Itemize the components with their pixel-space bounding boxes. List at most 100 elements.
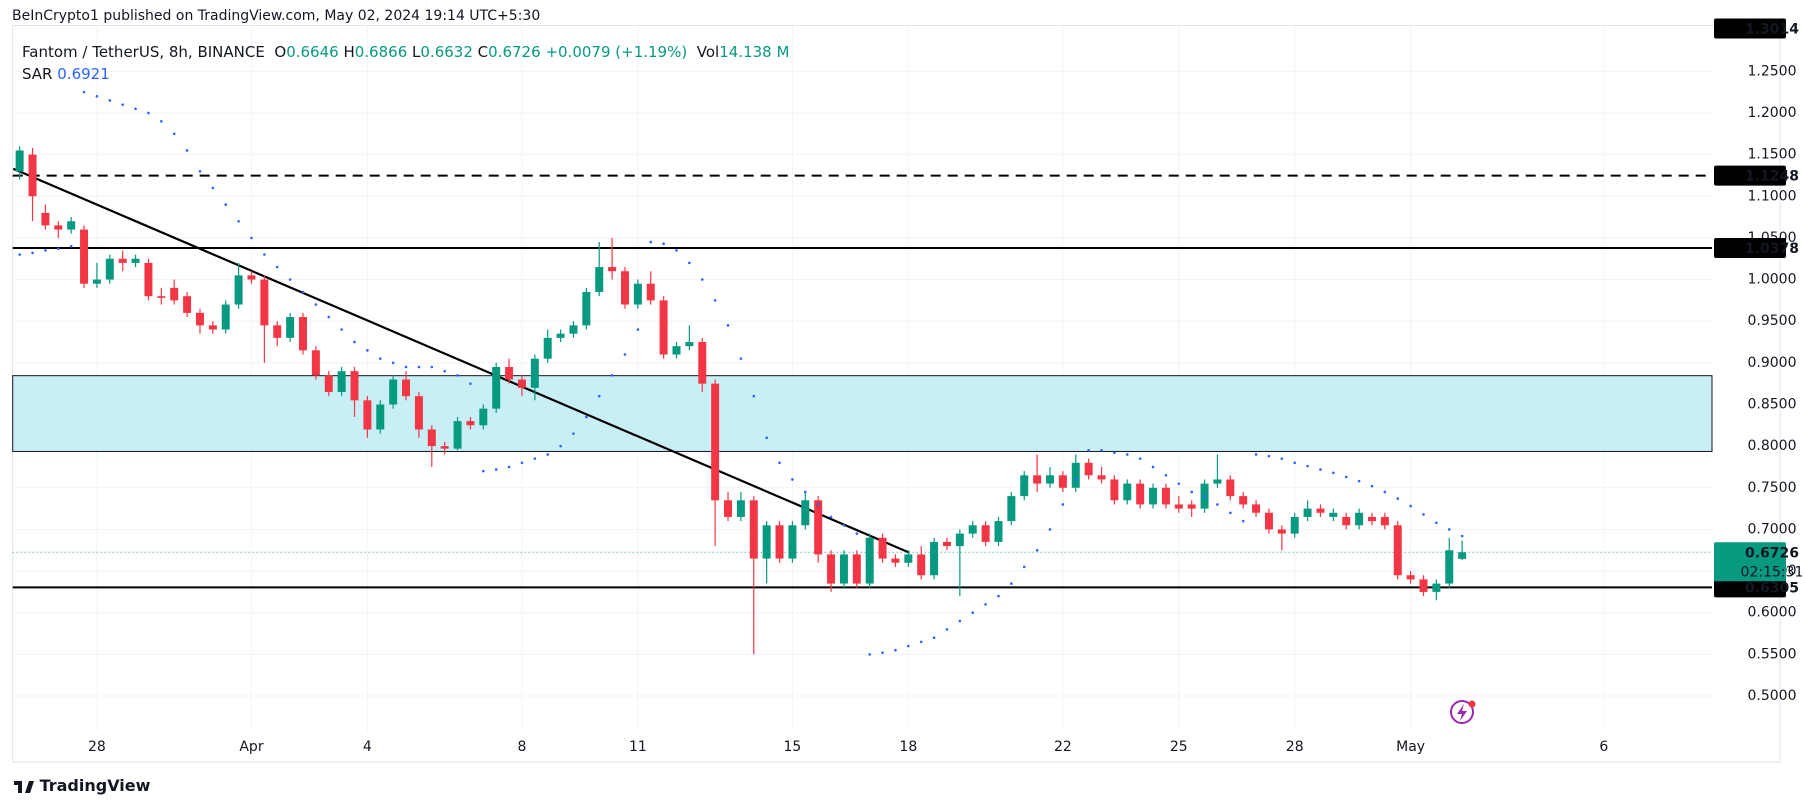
sar-dot	[108, 99, 112, 102]
sar-dot	[224, 203, 228, 206]
ohlc-value: 0.6646	[286, 43, 339, 61]
sar-dot	[842, 523, 846, 527]
candle-body	[157, 296, 166, 298]
candle-body	[930, 541, 939, 576]
candle-body	[775, 525, 784, 559]
sar-dot	[56, 247, 60, 251]
sar-dot	[739, 357, 743, 360]
candle-body	[749, 500, 758, 559]
candle-body	[183, 296, 192, 313]
candle-body	[968, 525, 977, 534]
sar-dot	[353, 340, 356, 344]
candle-body	[762, 525, 771, 559]
candle-body	[582, 292, 591, 326]
legend: Fantom / TetherUS, 8h, BINANCE O0.6646 H…	[22, 43, 789, 61]
sar-dot	[1216, 503, 1219, 506]
candle-body	[273, 325, 282, 338]
candle-body	[801, 500, 810, 526]
candle-body	[427, 429, 436, 447]
candle-body	[1046, 475, 1054, 484]
candle-body	[247, 275, 256, 280]
candle-body	[67, 221, 76, 230]
sar-dot	[1293, 461, 1297, 465]
y-tick-label: 0.8000	[1748, 438, 1797, 454]
sar-dot	[1229, 511, 1232, 515]
candle-body	[891, 558, 900, 563]
sar-dot	[1125, 453, 1129, 456]
icon-dot	[1468, 700, 1476, 708]
high-marker-box	[1714, 18, 1786, 39]
level-label: 1.0378	[1745, 241, 1799, 257]
sar-dot	[237, 219, 240, 223]
brand: TradingView	[14, 776, 150, 795]
candle-body	[1110, 479, 1119, 501]
change: +0.0079	[545, 43, 611, 61]
y-tick-label: 1.0000	[1748, 272, 1797, 288]
brand-text: TradingView	[39, 776, 151, 795]
candle-body	[1033, 475, 1042, 484]
candle-body	[608, 267, 617, 272]
candle-body	[15, 150, 24, 172]
candle-body	[543, 337, 552, 359]
candle-body	[1329, 512, 1338, 517]
x-tick-label: 22	[1054, 739, 1072, 755]
candle-body	[1252, 504, 1261, 513]
high-marker: 1.3014	[1745, 21, 1799, 37]
candle-body	[28, 154, 37, 197]
sar-dot	[378, 357, 382, 360]
sar-dot	[1074, 478, 1078, 481]
candle-body	[942, 541, 951, 547]
candle-body	[492, 367, 501, 409]
sar-dot	[1151, 465, 1155, 469]
sar-dot	[675, 249, 678, 252]
candle-body	[827, 554, 836, 584]
sar-dot	[1177, 482, 1181, 485]
sar-dot	[263, 253, 266, 256]
publish-info: BeInCrypto1 published on TradingView.com…	[12, 8, 541, 24]
sar-dot	[417, 365, 421, 369]
candle-body	[981, 525, 990, 542]
sar-dot	[1087, 448, 1090, 452]
sar-dot	[314, 303, 318, 306]
candle-body	[1316, 508, 1325, 513]
candle-body	[311, 350, 320, 376]
candle-body	[105, 258, 114, 280]
candle-body	[1393, 525, 1402, 576]
y-tick-label: 0.9500	[1748, 313, 1797, 329]
sar-dot	[520, 461, 524, 465]
candle-body	[1020, 475, 1029, 497]
candle-body	[1406, 575, 1415, 580]
candle-body	[724, 500, 733, 517]
y-tick-label: 0.9000	[1748, 355, 1797, 371]
sar-dot	[1306, 464, 1309, 468]
sar-dot	[932, 636, 936, 640]
sar-dot	[121, 103, 124, 106]
sar-dot	[1344, 475, 1348, 479]
sar-dot	[1435, 521, 1438, 525]
trendline	[12, 167, 911, 554]
candle-body	[131, 258, 140, 263]
candle-body	[1367, 516, 1376, 522]
sar-dot	[688, 261, 691, 265]
countdown: 02:15:31	[1741, 564, 1804, 580]
y-tick-label: 0.5500	[1748, 646, 1797, 662]
sar-dot	[829, 515, 833, 519]
sar-dot	[1035, 548, 1039, 552]
sar-dot	[1409, 504, 1412, 508]
candle-body	[1174, 504, 1183, 509]
sar-dot	[816, 503, 820, 506]
ohlc-value: 0.6726	[488, 43, 541, 61]
sar-dot	[945, 628, 949, 631]
candle-body	[814, 500, 823, 555]
ohlc: O0.6646 H0.6866 L0.6632 C0.6726	[274, 43, 545, 61]
sar-dot	[1383, 490, 1387, 494]
candle-body	[453, 421, 462, 449]
sar-dot	[894, 648, 897, 652]
sar-dot	[1396, 497, 1400, 500]
vol-key: Vol	[696, 43, 720, 61]
countdown-box	[1714, 561, 1786, 582]
candle-body	[672, 346, 681, 355]
candle-body	[1303, 508, 1312, 517]
sar-dot	[327, 315, 331, 319]
